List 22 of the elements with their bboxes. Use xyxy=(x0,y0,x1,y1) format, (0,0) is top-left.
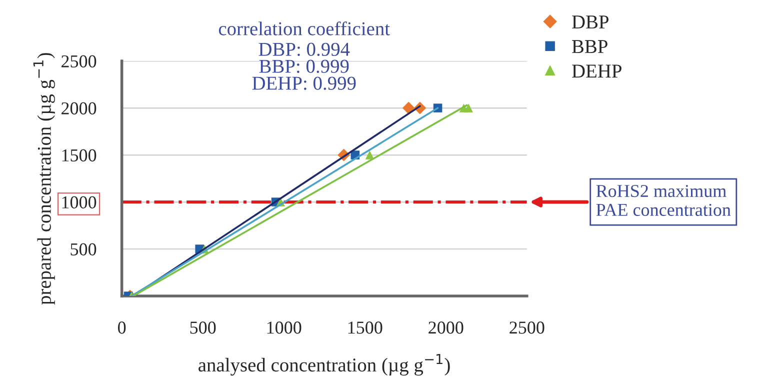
y-tick-label: 2500 xyxy=(62,55,96,68)
y-tick-label: 1500 xyxy=(62,149,96,162)
y-axis-title: prepared concentration (µg g$^{−1}$) xyxy=(33,53,55,305)
x-axis-title: analysed concentration (µg g$^{−1}$) xyxy=(198,354,450,376)
x-tick-label: 500 xyxy=(190,322,216,334)
point xyxy=(402,102,415,114)
x-tick-label: 2000 xyxy=(428,322,464,334)
point xyxy=(365,150,374,160)
y-tick-label: 2000 xyxy=(62,102,96,114)
y-tick-label: 1000 xyxy=(62,196,96,208)
annotation: DBP: 0.994 BBP: 0.999 DEHP: 0.999 xyxy=(252,42,356,90)
point xyxy=(464,104,473,112)
x-tick-label: 1000 xyxy=(267,322,302,334)
legend-label: DBP xyxy=(572,16,609,28)
text: correlation coefficient xyxy=(218,21,390,36)
y-tick-label: 500 xyxy=(70,243,96,256)
legend-label: BBP xyxy=(572,40,608,53)
legend-label: DEHP xyxy=(572,64,622,78)
x-tick-label: 0 xyxy=(118,322,126,334)
x-tick-label: 2500 xyxy=(510,322,544,334)
ref-line-label: RoHS2 maximum PAE concentration xyxy=(596,184,731,216)
x-tick-label: 1500 xyxy=(348,322,382,334)
